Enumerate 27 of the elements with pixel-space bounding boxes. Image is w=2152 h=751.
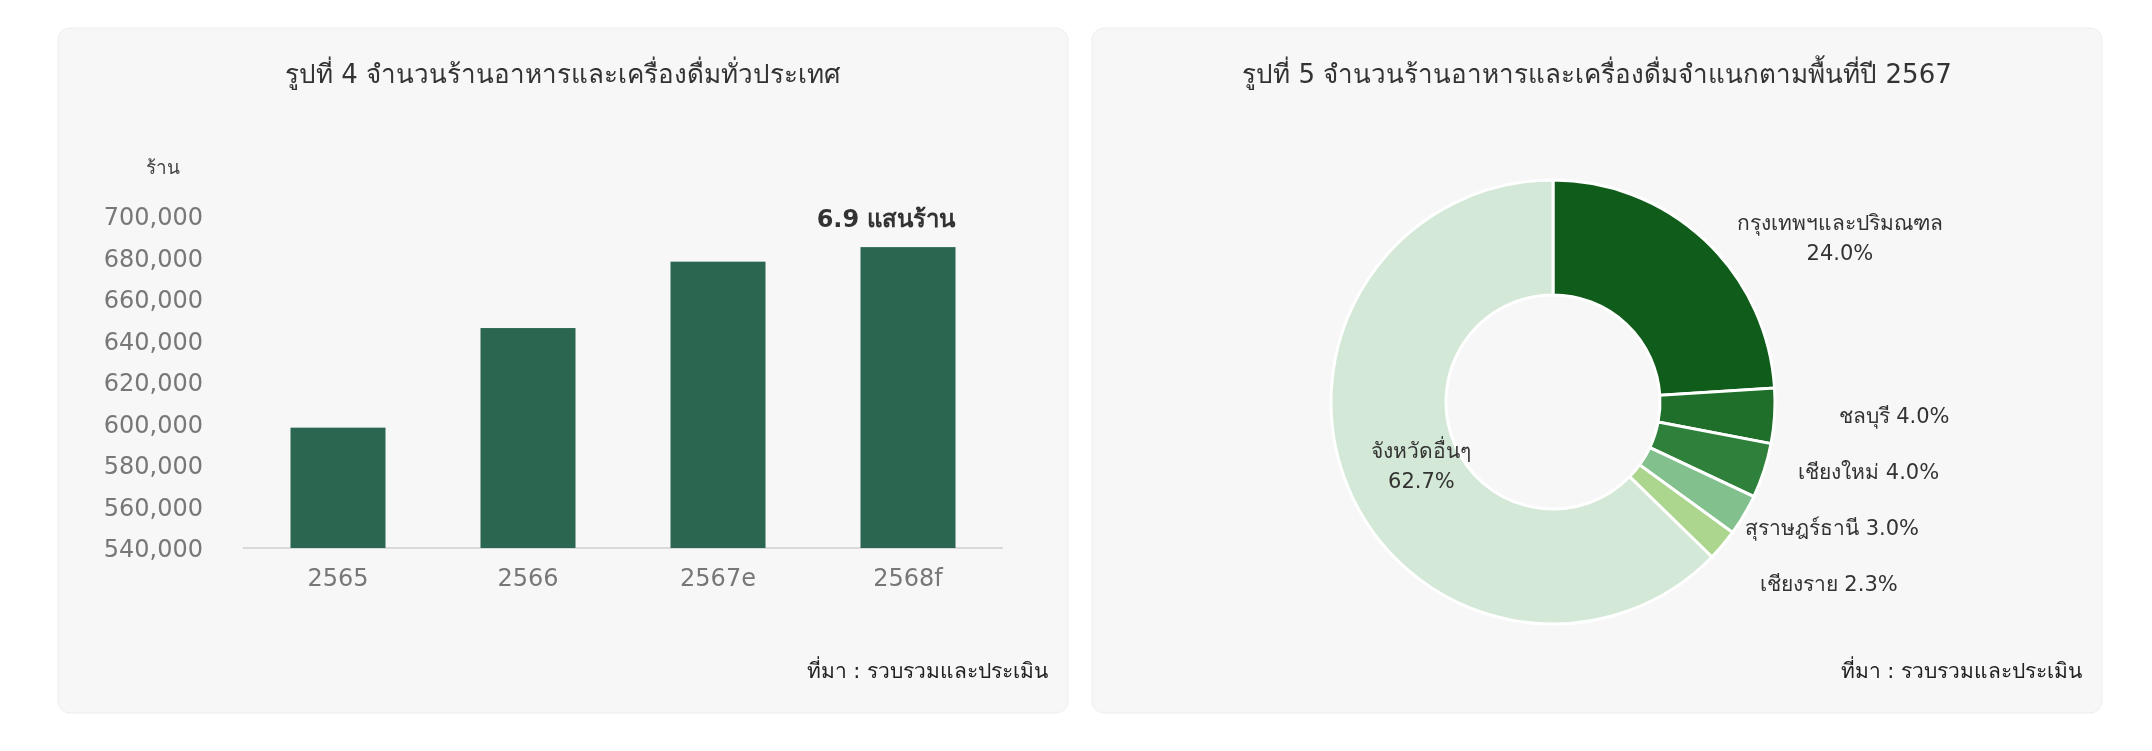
y-tick-label: 660,000 — [103, 286, 203, 314]
slice-label: จังหวัดอื่นๆ — [1371, 435, 1472, 463]
y-tick-label: 540,000 — [103, 535, 203, 563]
x-tick-label: 2565 — [307, 564, 369, 592]
y-tick-label: 680,000 — [103, 244, 203, 273]
x-tick-label: 2566 — [497, 564, 559, 592]
slice-label: เชียงใหม่ 4.0% — [1798, 459, 1940, 484]
annotation: 6.9 แสนร้าน — [816, 205, 957, 234]
slice-label: ชลบุรี 4.0% — [1838, 403, 1950, 429]
y-tick-label: 560,000 — [103, 493, 203, 522]
y-tick-label: 620,000 — [103, 369, 203, 397]
x-tick-label: 2567e — [680, 564, 756, 592]
slice-label: เชียงราย 2.3% — [1759, 571, 1898, 596]
y-tick-label: 640,000 — [103, 327, 203, 356]
y-tick-label: 580,000 — [103, 452, 203, 480]
y-axis-title: ร้าน — [146, 156, 180, 178]
y-tick-label: 600,000 — [103, 410, 203, 439]
slice-label: กรุงเทพฯและปริมณฑล — [1736, 211, 1943, 237]
slice-label: สุราษฎร์ธานี 3.0% — [1745, 515, 1920, 541]
data-label: 62.7% — [1388, 468, 1455, 493]
text: ที่มา : รวบรวมและประเมิน — [1840, 656, 2082, 683]
y-tick-label: 700,000 — [103, 203, 203, 231]
text: ที่มา : รวบรวมและประเมิน — [806, 656, 1048, 683]
x-tick-label: 2568f — [873, 564, 944, 592]
chart-title: รูปที่ 4 จำนวนร้านอาหารและเครื่องดื่มทั่วประเทศ — [284, 56, 842, 90]
data-label: 24.0% — [1806, 241, 1874, 266]
chart-title: รูปที่ 5 จำนวนร้านอาหารและเครื่องดื่มจำแนกตามพื้นที่ปี 2567 — [1242, 55, 1952, 90]
